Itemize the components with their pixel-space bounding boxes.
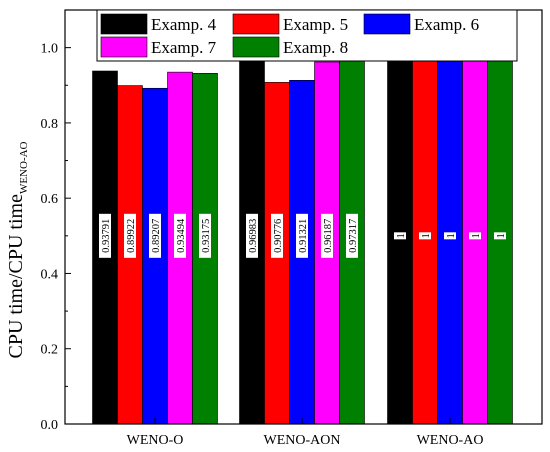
data-label: 1 [471,233,482,238]
bars-layer [92,47,513,425]
x-category-label: WENO-AON [264,433,341,448]
data-label: 0.90776 [273,219,284,253]
data-label: 0.96983 [248,219,259,253]
legend-swatch [232,13,280,35]
legend-swatch [100,13,148,35]
y-tick-label: 0.0 [41,418,59,433]
data-label-box [346,213,358,258]
data-label: 0.97317 [348,219,359,253]
legend-swatch [232,36,280,58]
legend-label: Examp. 6 [414,15,479,34]
y-tick-label: 1.0 [41,42,59,57]
data-label-box [444,232,456,240]
data-label-box [174,213,186,258]
data-label-box [494,232,506,240]
y-axis-label-main: CPU time/CPU time [5,194,27,359]
y-tick-label: 0.4 [41,267,59,282]
data-label: 1 [421,233,432,238]
y-tick-label: 0.8 [41,117,59,132]
x-category-label: WENO-O [127,433,184,448]
data-label: 1 [396,233,407,238]
data-label: 0.93791 [101,219,112,253]
data-label-box [149,213,161,258]
legend-box [96,9,518,62]
legend-label: Examp. 8 [283,38,348,57]
y-axis-label: CPU time/CPU timeWENO-AO [5,141,30,358]
legend-label: Examp. 4 [151,15,217,34]
x-category-label: WENO-AO [417,433,484,448]
data-label: 1 [496,233,507,238]
data-label-box [99,213,111,258]
data-label-box [199,213,211,258]
data-label: 0.89922 [126,219,137,253]
data-label-box [469,232,481,240]
data-label: 0.91321 [298,219,309,253]
legend-swatch [100,36,148,58]
data-label: 0.96187 [323,219,334,253]
data-label: 0.89207 [151,219,162,253]
data-label-box [271,213,283,258]
data-label: 1 [446,233,457,238]
legend-label: Examp. 5 [283,15,348,34]
legend-swatch [363,13,411,35]
data-label-box [321,213,333,258]
data-label-box [394,232,406,240]
legend-label: Examp. 7 [151,38,217,57]
data-label: 0.93494 [176,218,187,253]
axes-layer: 0.0 0.2 0.4 0.6 0.8 1.0 WENO-O WENO-AON WENO-AO [41,42,484,448]
data-label-box [419,232,431,240]
data-labels-layer: 0.93791 0.89922 0.89207 0.93494 0.93175 0.969… [99,213,507,258]
data-label-box [124,213,136,258]
legend: Examp. 4 Examp. 5 Examp. 6 Examp. 7 Examp. 8 [96,9,518,62]
y-axis-label-subscript: WENO-AO [18,141,30,194]
data-label: 0.93175 [201,219,212,253]
y-tick-label: 0.6 [41,192,59,207]
y-tick-label: 0.2 [41,343,59,358]
data-label-box [296,213,308,258]
data-label-box [246,213,258,258]
